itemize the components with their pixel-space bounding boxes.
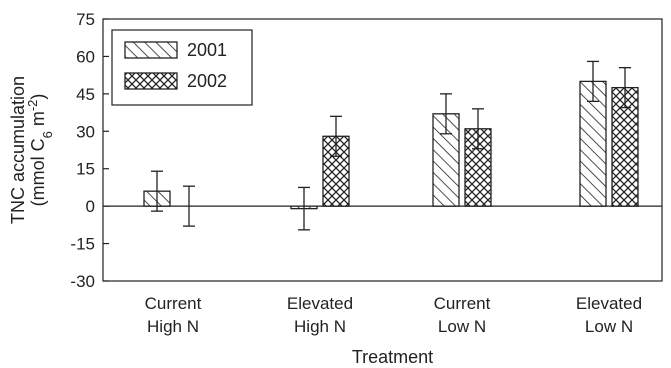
y-tick-label: -30 bbox=[70, 272, 95, 291]
y-axis-title-subscript: 6 bbox=[40, 131, 55, 138]
y-axis-title-superscript: -2 bbox=[25, 100, 40, 112]
y-axis-title-end: ) bbox=[28, 94, 48, 100]
legend-box bbox=[111, 29, 253, 106]
y-axis-title-prefix: (mmol C bbox=[28, 138, 48, 206]
legend-swatch-2002 bbox=[124, 72, 178, 90]
y-tick-label: -15 bbox=[70, 235, 95, 254]
y-tick-label: 0 bbox=[86, 197, 95, 216]
legend-swatch-2001 bbox=[124, 41, 178, 59]
x-tick-label: Current bbox=[434, 294, 491, 313]
x-tick-label: Low N bbox=[585, 317, 633, 336]
x-tick-label: Elevated bbox=[576, 294, 642, 313]
x-tick-label: Low N bbox=[438, 317, 486, 336]
legend-label-2001: 2001 bbox=[187, 40, 227, 60]
legend-label-2002: 2002 bbox=[187, 71, 227, 91]
legend: 2001 2002 bbox=[111, 29, 253, 106]
y-axis-title: TNC accumulation (mmol C6 m-2) bbox=[8, 76, 55, 224]
y-axis-title-mid: m bbox=[28, 111, 48, 131]
x-axis-title: Treatment bbox=[352, 347, 433, 367]
y-axis-title-line2: (mmol C6 m-2) bbox=[25, 94, 55, 207]
plot-frame bbox=[102, 18, 663, 282]
y-tick-label: 75 bbox=[76, 10, 95, 29]
y-axis-title-line1: TNC accumulation bbox=[8, 76, 28, 224]
y-tick-label: 60 bbox=[76, 47, 95, 66]
x-tick-label: Elevated bbox=[287, 294, 353, 313]
y-tick-label: 15 bbox=[76, 160, 95, 179]
bar-2001 bbox=[579, 80, 607, 207]
axes-layer: -30 -15 0 15 30 45 60 75 Current High N Elevated Hi… bbox=[70, 10, 663, 336]
x-tick-label: High N bbox=[294, 317, 346, 336]
x-tick-label: High N bbox=[147, 317, 199, 336]
y-tick-label: 30 bbox=[76, 122, 95, 141]
x-tick-label: Current bbox=[145, 294, 202, 313]
y-tick-label: 45 bbox=[76, 85, 95, 104]
bar-2001 bbox=[432, 113, 460, 207]
bars-layer bbox=[143, 60, 639, 231]
